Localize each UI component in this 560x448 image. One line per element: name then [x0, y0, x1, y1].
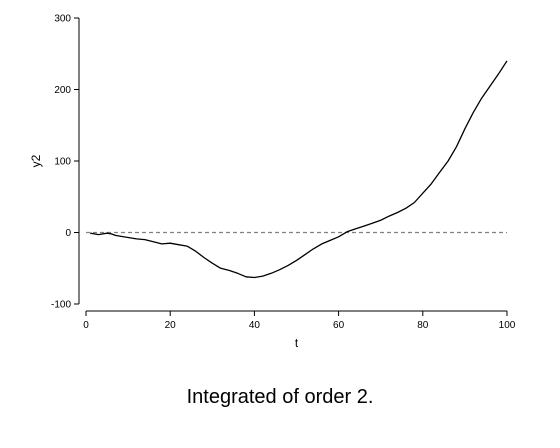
- line-chart: -100 0 100 200 300 0 20 40 60 80 100 t y2: [29, 14, 516, 351]
- series-line: [90, 60, 508, 279]
- series-group: [90, 60, 508, 279]
- x-tick-label: 0: [83, 320, 89, 331]
- x-axis-title: t: [295, 336, 299, 350]
- y-tick-label: 0: [65, 228, 71, 239]
- x-ticks: 0 20 40 60 80 100: [83, 311, 516, 331]
- x-tick-label: 80: [417, 320, 429, 331]
- figure-caption: Integrated of order 2.: [186, 386, 374, 408]
- y-tick-label: 300: [54, 14, 71, 25]
- x-tick-label: 60: [333, 320, 345, 331]
- x-tick-label: 100: [499, 320, 516, 331]
- y-tick-label: 200: [54, 85, 71, 96]
- x-tick-label: 40: [249, 320, 261, 331]
- x-tick-label: 20: [165, 320, 177, 331]
- y-tick-label: 100: [54, 157, 71, 168]
- y-ticks: -100 0 100 200 300: [51, 14, 79, 311]
- y-tick-label: -100: [51, 300, 71, 311]
- y-axis-title: y2: [29, 154, 43, 167]
- axes: -100 0 100 200 300 0 20 40 60 80 100: [51, 14, 516, 332]
